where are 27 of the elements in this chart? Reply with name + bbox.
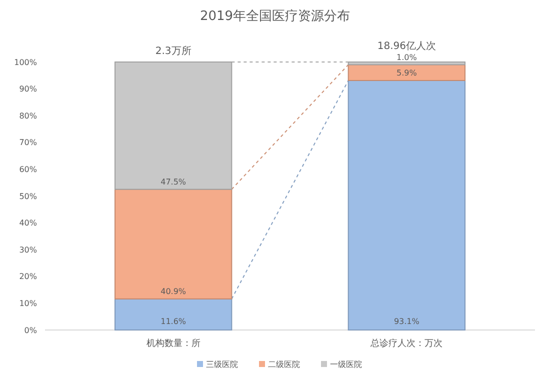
y-tick-label: 20%: [19, 272, 38, 282]
y-tick-label: 80%: [19, 111, 38, 120]
data-label: 47.5%: [160, 177, 186, 186]
x-tick-label: 机构数量：所: [146, 338, 200, 349]
text: 18.96亿人次: [377, 41, 436, 52]
x-tick-label: 总诊疗人次：万次: [370, 338, 443, 349]
data-label: 93.1%: [394, 317, 420, 326]
y-tick-label: 70%: [19, 138, 38, 148]
data-label: 1.0%: [396, 53, 418, 62]
y-tick-label: 50%: [19, 192, 38, 201]
legend-label: 三级医院: [206, 360, 238, 369]
legend-label: 二级医院: [268, 360, 300, 369]
y-tick-label: 60%: [19, 165, 38, 174]
y-tick-label: 10%: [19, 299, 38, 308]
y-tick-label: 0%: [24, 326, 38, 335]
data-label: 11.6%: [160, 317, 186, 326]
y-tick-label: 40%: [19, 218, 38, 228]
data-label: 40.9%: [160, 286, 186, 296]
text: 2.3万所: [155, 45, 192, 57]
bar: [114, 188, 232, 300]
y-tick-label: 90%: [19, 84, 38, 94]
legend-label: 一级医院: [330, 360, 362, 369]
bar: [114, 298, 232, 330]
chart-title: 2019年全国医疗资源分布: [200, 9, 350, 24]
y-tick-label: 30%: [19, 245, 38, 254]
data-label: 5.9%: [396, 68, 418, 78]
y-tick-label: 100%: [14, 58, 38, 67]
